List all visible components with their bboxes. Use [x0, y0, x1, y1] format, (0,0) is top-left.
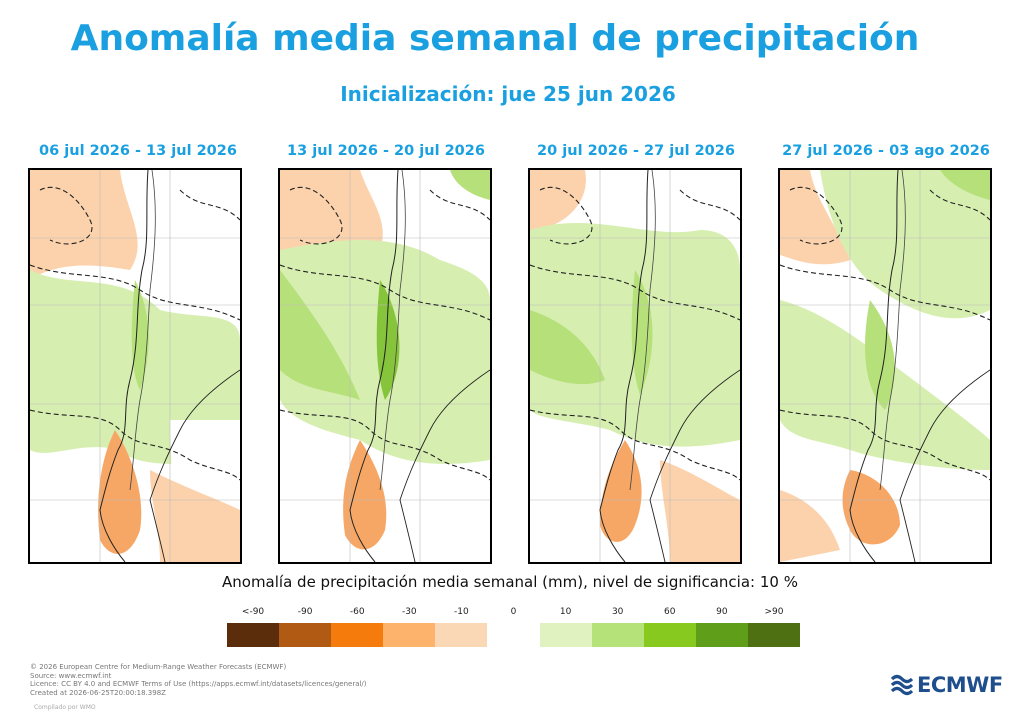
dry-anomaly-area [30, 170, 138, 280]
legend-tick-label: 90 [716, 607, 728, 617]
legend-swatch [227, 623, 280, 647]
dry-anomaly-area [98, 430, 142, 554]
legend-tick-label: 10 [559, 607, 572, 617]
significance-contour [289, 186, 343, 245]
footer-line: © 2026 European Centre for Medium-Range … [30, 663, 287, 671]
significance-contour [780, 264, 990, 321]
significance-contour [539, 186, 593, 245]
significance-contour [530, 264, 740, 321]
dry-anomaly-area [780, 490, 840, 562]
map-panel-4 [778, 168, 992, 564]
wet-anomaly-area [820, 170, 990, 319]
significance-contour [780, 409, 990, 481]
legend-tick-label: <-90 [241, 607, 265, 617]
legend-color-bar [227, 623, 801, 647]
significance-contour [280, 264, 490, 321]
dry-anomaly-area [842, 470, 900, 545]
significance-contour [679, 189, 740, 221]
significance-contour [30, 409, 240, 481]
panel-4-period: 27 jul 2026 - 03 ago 2026 [782, 143, 990, 159]
copyright-footer: © 2026 European Centre for Medium-Range … [30, 663, 367, 697]
coastline [99, 170, 149, 562]
coastline [649, 369, 740, 562]
wet-anomaly-area [450, 170, 490, 200]
coastline [399, 369, 490, 562]
significance-contour [530, 409, 740, 481]
legend-swatch [487, 623, 540, 647]
wet-anomaly-area [631, 270, 653, 395]
legend-tick-label: -30 [401, 607, 417, 617]
legend-title: Anomalía de precipitación media semanal … [222, 573, 798, 591]
legend-swatch [747, 623, 801, 647]
significance-contour [280, 409, 490, 481]
footer-note: Compilado por WMO [34, 704, 96, 711]
wet-anomaly-area [530, 310, 605, 385]
significance-contour [429, 189, 490, 221]
panel-2-period: 13 jul 2026 - 20 jul 2026 [287, 143, 485, 159]
country-border [879, 170, 906, 491]
significance-contour [179, 189, 240, 221]
dry-anomaly-area [343, 440, 387, 550]
legend-tick-label: >90 [764, 607, 784, 617]
legend-tick-label: -90 [297, 607, 313, 617]
legend-swatch [695, 623, 748, 647]
ecmwf-logo-text: ECMWF [917, 673, 1003, 697]
legend-tick-label: 0 [510, 607, 517, 617]
precipitation-anomaly-map [780, 170, 990, 562]
footer-line: Licence: CC BY 4.0 and ECMWF Terms of Us… [30, 680, 367, 689]
coastline [849, 170, 899, 562]
coastline [349, 170, 399, 562]
map-panel-3 [528, 168, 742, 564]
initialization-date: Inicialización: jue 25 jun 2026 [340, 82, 676, 106]
ecmwf-logo: ECMWF [890, 672, 1003, 698]
legend-tick-label: -10 [454, 607, 469, 617]
legend-swatch [331, 623, 384, 647]
legend-tick-label: 60 [664, 607, 676, 617]
footer-line: Source: www.ecmwf.int [30, 671, 112, 680]
panel-3-period: 20 jul 2026 - 27 jul 2026 [537, 143, 735, 159]
country-border [379, 170, 406, 491]
coastline [599, 170, 649, 562]
legend-tick-label: 30 [611, 607, 624, 617]
legend-swatch [435, 623, 488, 647]
legend-swatch [643, 623, 696, 647]
coastline [899, 369, 990, 562]
country-border [129, 170, 156, 491]
wet-anomaly-area [280, 270, 360, 400]
legend-swatch [383, 623, 436, 647]
dry-anomaly-area [280, 170, 383, 260]
dry-anomaly-area [600, 440, 642, 542]
legend-swatch [591, 623, 644, 647]
precipitation-anomaly-map [530, 170, 740, 562]
significance-contour [929, 189, 990, 221]
footer-line: Created at 2026-06-25T20:00:18.398Z [30, 688, 166, 697]
map-panel-1 [28, 168, 242, 564]
country-border [629, 170, 656, 491]
dry-anomaly-area [660, 460, 740, 562]
panel-1-period: 06 jul 2026 - 13 jul 2026 [39, 143, 237, 159]
dry-anomaly-area [530, 170, 586, 230]
wet-anomaly-area [131, 280, 149, 390]
dry-anomaly-area [150, 470, 240, 562]
precipitation-anomaly-map [30, 170, 240, 562]
map-panel-2 [278, 168, 492, 564]
ecmwf-wave-icon [890, 674, 914, 696]
wet-anomaly-area [940, 170, 990, 200]
page-title: Anomalía media semanal de precipitación [70, 18, 920, 59]
wet-anomaly-area [865, 300, 895, 410]
legend-tick-label: -60 [349, 607, 365, 617]
precipitation-anomaly-map [280, 170, 490, 562]
legend-swatch [279, 623, 332, 647]
significance-contour [39, 186, 93, 245]
legend-swatch [539, 623, 592, 647]
significance-contour [30, 264, 240, 321]
coastline [149, 369, 240, 562]
significance-contour [789, 186, 843, 245]
